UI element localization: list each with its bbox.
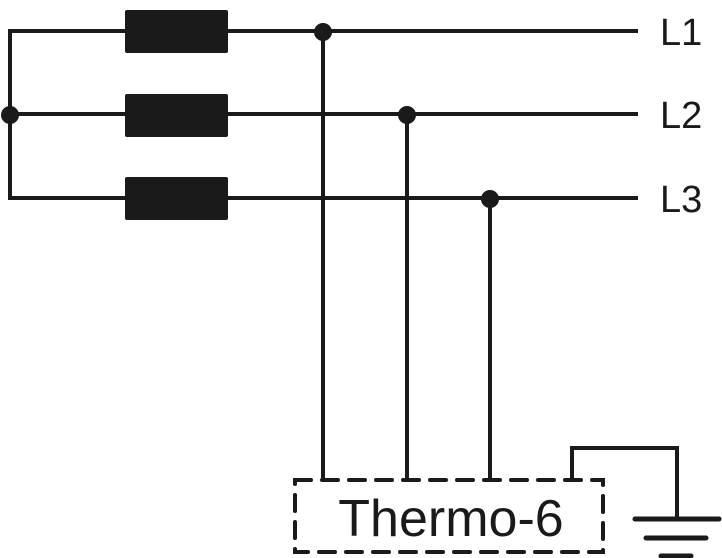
- resistor-1: [125, 10, 228, 53]
- junction-dot-l1: [314, 23, 332, 41]
- label-l1: L1: [660, 12, 702, 54]
- label-l3: L3: [660, 179, 702, 221]
- device-label: Thermo-6: [338, 490, 563, 548]
- ground-wire: [570, 446, 679, 521]
- label-l2: L2: [660, 95, 702, 137]
- resistor-2: [125, 94, 228, 137]
- resistor-3: [125, 177, 228, 220]
- junction-dot-left: [1, 106, 19, 124]
- junction-dot-l3: [481, 190, 499, 208]
- junction-dot-l2: [398, 106, 416, 124]
- ground-icon: [632, 516, 722, 558]
